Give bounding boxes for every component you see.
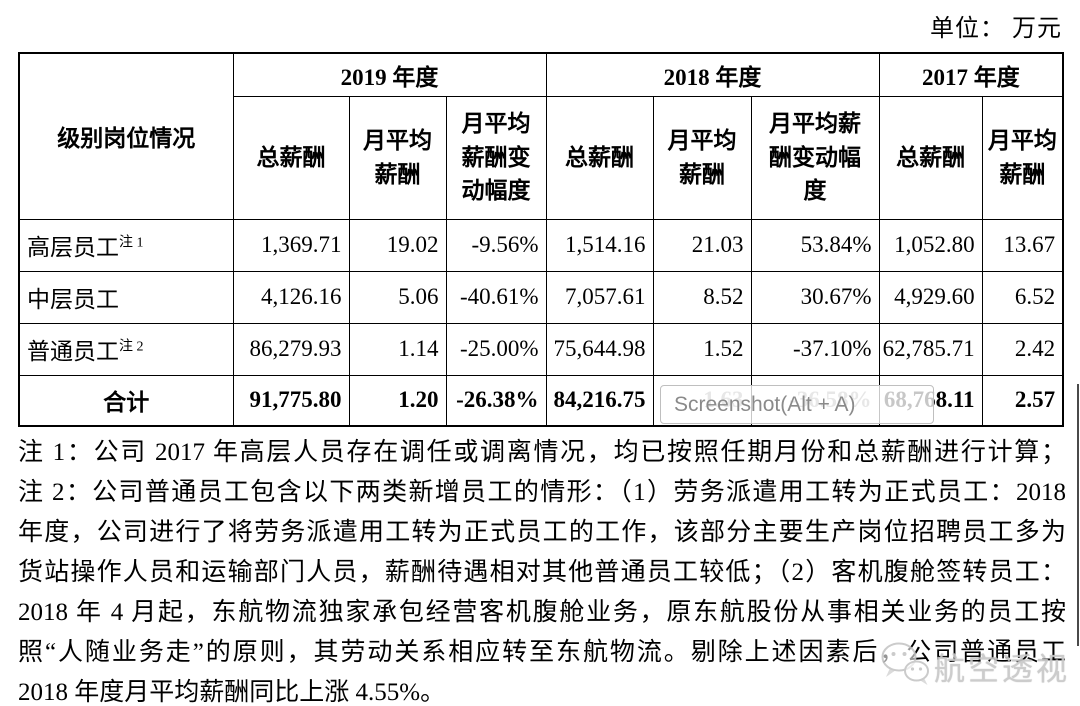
salary-table: 级别岗位情况 2019 年度 2018 年度 2017 年度 总薪酬 月平均 薪… xyxy=(18,52,1065,427)
screenshot-tooltip[interactable]: Screenshot(Alt + A) xyxy=(660,385,934,424)
row-label-senior: 高层员工注 1 xyxy=(18,218,234,272)
note-line: 注 2：公司普通员工包含以下两类新增员工的情形：（1）劳务派遣用工转为正式员工：… xyxy=(18,479,1066,506)
salary-table-wrap: 级别岗位情况 2019 年度 2018 年度 2017 年度 总薪酬 月平均 薪… xyxy=(18,52,1065,427)
sub-header-2017-monthly-avg: 月平均 薪酬 xyxy=(981,95,1064,220)
value-cell: 1,052.80 xyxy=(878,218,983,272)
value-cell: 21.03 xyxy=(652,218,752,272)
table-row-ordinary: 普通员工注 2 86,279.93 1.14 -25.00% 75,644.98… xyxy=(18,322,1064,376)
sub-header-2019-change: 月平均 薪酬变 动幅度 xyxy=(445,95,547,220)
note-line: 2018 年 4 月起，东航物流独家承包经营客机腹舱业务，原东航股份从事相关业务… xyxy=(18,599,1066,626)
year-group-2019: 2019 年度 xyxy=(232,52,547,97)
note-line: 2018 年度月平均薪酬同比上涨 4.55%。 xyxy=(18,679,446,706)
note-superscript: 注 1 xyxy=(119,235,144,251)
value-cell: -25.00% xyxy=(445,322,547,376)
value-cell: 1.52 xyxy=(652,322,752,376)
value-cell: 53.84% xyxy=(750,218,880,272)
value-cell: 91,775.80 xyxy=(232,374,350,427)
corner-header-cell: 级别岗位情况 xyxy=(18,52,234,220)
value-cell: 2.42 xyxy=(981,322,1064,376)
sub-header-2018-monthly-avg: 月平均 薪酬 xyxy=(652,95,752,220)
value-cell: 1.14 xyxy=(348,322,447,376)
row-label-total: 合计 xyxy=(18,374,234,427)
row-label-text: 普通员工 xyxy=(27,339,119,364)
row-label-text: 中层员工 xyxy=(27,287,119,312)
value-cell: 6.52 xyxy=(981,270,1064,324)
sub-header-2018-total: 总薪酬 xyxy=(545,95,654,220)
year-group-2017: 2017 年度 xyxy=(878,52,1064,97)
wechat-watermark: 航空透视 xyxy=(880,640,1070,693)
value-cell: 62,785.71 xyxy=(878,322,983,376)
note-line: 年度，公司进行了将劳务派遣用工转为正式员工的工作，该部分主要生产岗位招聘员工多为 xyxy=(18,519,1066,546)
wechat-icon xyxy=(880,640,930,693)
unit-label: 单位： 万元 xyxy=(930,16,1062,42)
sub-header-2017-total: 总薪酬 xyxy=(878,95,983,220)
value-cell: -9.56% xyxy=(445,218,547,272)
note-line: 货站操作人员和运输部门人员，薪酬待遇相对其他普通员工较低；（2）客机腹舱签转员工… xyxy=(18,559,1066,586)
sub-header-2019-monthly-avg: 月平均 薪酬 xyxy=(348,95,447,220)
value-cell: 7,057.61 xyxy=(545,270,654,324)
note-line: 注 1：公司 2017 年高层人员存在调任或调离情况，均已按照任期月份和总薪酬进… xyxy=(18,439,1066,466)
watermark-label: 航空透视 xyxy=(934,652,1070,687)
value-cell: 4,126.16 xyxy=(232,270,350,324)
row-label-middle: 中层员工 xyxy=(18,270,234,324)
table-row-senior: 高层员工注 1 1,369.71 19.02 -9.56% 1,514.16 2… xyxy=(18,218,1064,272)
value-cell: 1.20 xyxy=(348,374,447,427)
note-superscript: 注 2 xyxy=(119,339,144,355)
value-cell: 13.67 xyxy=(981,218,1064,272)
table-row-middle: 中层员工 4,126.16 5.06 -40.61% 7,057.61 8.52… xyxy=(18,270,1064,324)
sub-header-2018-change: 月平均薪 酬变动幅 度 xyxy=(750,95,880,220)
value-cell: 86,279.93 xyxy=(232,322,350,376)
row-label-text: 高层员工 xyxy=(27,235,119,260)
value-cell: 75,644.98 xyxy=(545,322,654,376)
value-cell: 5.06 xyxy=(348,270,447,324)
value-cell: 30.67% xyxy=(750,270,880,324)
value-cell: -40.61% xyxy=(445,270,547,324)
value-cell: -37.10% xyxy=(750,322,880,376)
value-cell: 1,514.16 xyxy=(545,218,654,272)
value-cell: 4,929.60 xyxy=(878,270,983,324)
sub-header-2019-total: 总薪酬 xyxy=(232,95,350,220)
value-cell: 2.57 xyxy=(981,374,1064,427)
value-cell: 1,369.71 xyxy=(232,218,350,272)
value-cell: -26.38% xyxy=(445,374,547,427)
value-cell: 8.52 xyxy=(652,270,752,324)
page-edge-line xyxy=(1077,384,1079,646)
year-group-2018: 2018 年度 xyxy=(545,52,880,97)
value-cell: 84,216.75 xyxy=(545,374,654,427)
row-label-ordinary: 普通员工注 2 xyxy=(18,322,234,376)
value-cell: 19.02 xyxy=(348,218,447,272)
